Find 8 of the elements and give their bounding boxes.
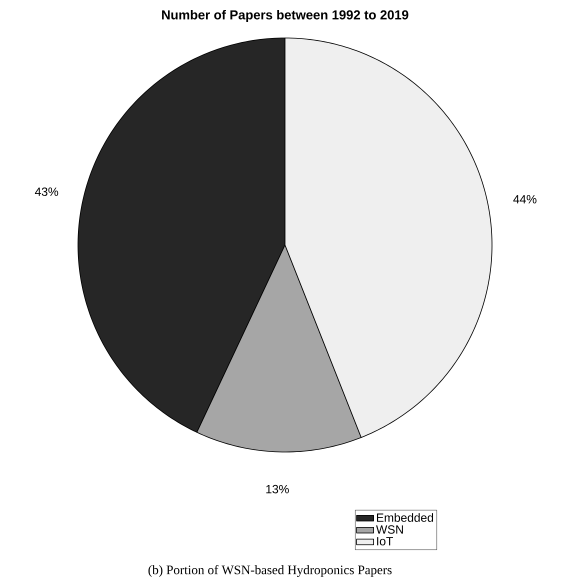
data-label: 43% — [34, 187, 58, 196]
text: (b) Portion of WSN-based Hydroponics Papers — [148, 565, 392, 577]
legend-label: Embedded — [376, 513, 434, 522]
chart-title: Number of Papers between 1992 to 2019 — [162, 10, 408, 22]
legend-label: IoT — [377, 537, 394, 546]
legend-label: WSN — [376, 525, 403, 534]
data-label: 44% — [513, 195, 536, 204]
data-label: 13% — [266, 484, 289, 494]
